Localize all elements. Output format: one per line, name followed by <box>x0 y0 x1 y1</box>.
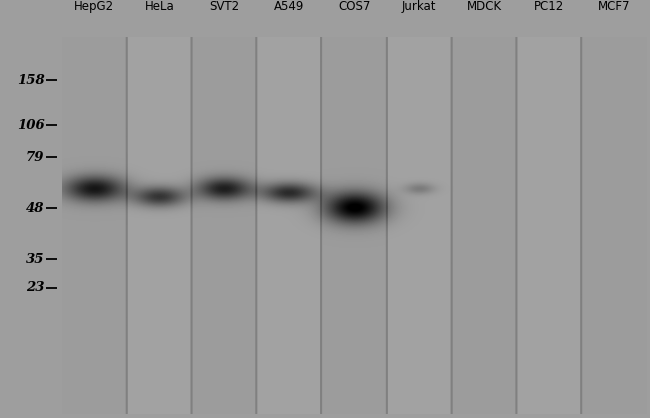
Text: A549: A549 <box>274 0 304 13</box>
Text: COS7: COS7 <box>338 0 370 13</box>
Text: MDCK: MDCK <box>467 0 502 13</box>
Text: 48: 48 <box>26 202 44 215</box>
Text: 23: 23 <box>26 281 44 294</box>
Text: PC12: PC12 <box>534 0 564 13</box>
Text: MCF7: MCF7 <box>598 0 630 13</box>
Text: SVT2: SVT2 <box>209 0 239 13</box>
Text: 106: 106 <box>17 119 44 132</box>
Text: 79: 79 <box>26 151 44 164</box>
Text: HepG2: HepG2 <box>74 0 114 13</box>
Text: 35: 35 <box>26 253 44 266</box>
Text: Jurkat: Jurkat <box>402 0 437 13</box>
Text: HeLa: HeLa <box>144 0 174 13</box>
Text: 158: 158 <box>17 74 44 87</box>
